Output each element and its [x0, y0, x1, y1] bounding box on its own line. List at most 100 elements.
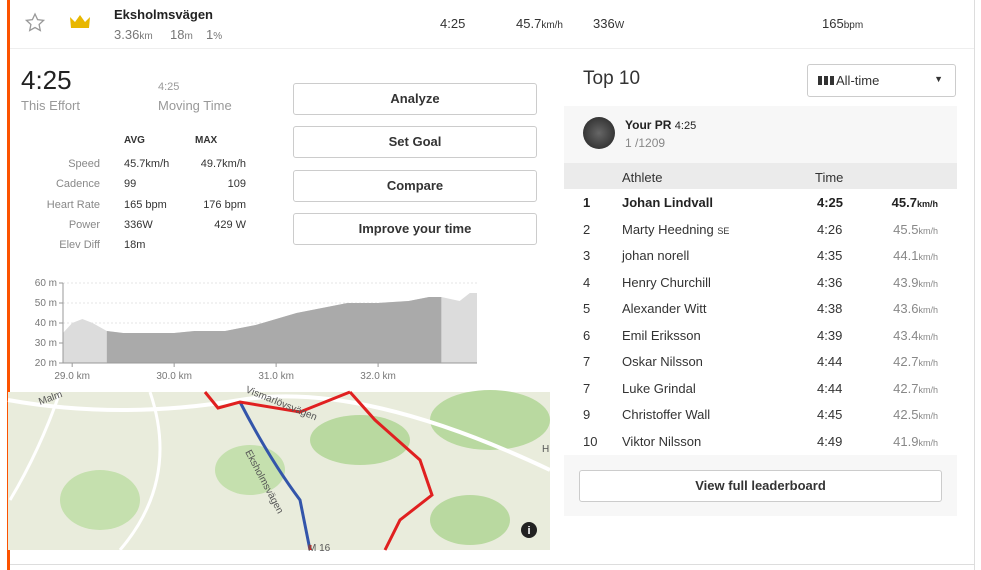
y-tick-label: 40 m: [35, 318, 57, 329]
segment-elevation-value: 18: [170, 27, 185, 42]
map-forest: [215, 445, 285, 495]
right-border: [974, 0, 975, 570]
stat-avg: 18m: [124, 239, 146, 252]
map-info-glyph: i: [527, 525, 530, 537]
stat-label: Cadence: [55, 178, 100, 191]
moving-time: 4:25: [158, 81, 180, 93]
segment-speed-value: 45.7: [516, 16, 542, 31]
rank: 6: [583, 327, 591, 343]
pr-label: Your PR: [625, 118, 672, 132]
bottom-border: [10, 564, 974, 565]
time: 4:45: [817, 407, 843, 422]
speed: 42.7km/h: [893, 381, 938, 396]
effort-time-label: This Effort: [21, 98, 81, 113]
speed: 42.7km/h: [893, 354, 938, 369]
segment-speed-unit: km/h: [541, 20, 563, 31]
segment-distance-unit: km: [139, 31, 153, 42]
stat-avg: 45.7km/h: [124, 158, 170, 170]
map: i: [7, 390, 551, 551]
segment-grade-unit: %: [213, 31, 223, 42]
athlete-name[interactable]: Christoffer Wall: [622, 407, 710, 422]
header-divider: [10, 48, 974, 49]
time: 4:26: [817, 221, 843, 237]
speed: 43.9km/h: [893, 275, 938, 290]
pr-rank-value: 1: [625, 136, 632, 150]
map-road: [7, 394, 551, 472]
speed-value: 42.7: [893, 354, 919, 369]
segment-elevation: 18m: [170, 27, 193, 42]
x-tick-label: 30.0 km: [156, 371, 192, 382]
filter-icon: [818, 76, 834, 85]
athlete-name-text: Henry Churchill: [622, 274, 711, 290]
athlete-name-text: Christoffer Wall: [622, 407, 711, 422]
y-tick-label: 50 m: [35, 298, 57, 309]
rank: 7: [583, 354, 591, 369]
athlete-name-text: Johan Lindvall: [622, 195, 714, 210]
action-button[interactable]: Analyze: [293, 83, 537, 115]
pr-avatar: [583, 117, 615, 149]
athlete-name[interactable]: johan norell: [622, 248, 689, 263]
segment-heart-rate-unit: bpm: [843, 20, 864, 31]
y-tick-label: 30 m: [35, 338, 57, 349]
pr-total: /1209: [635, 136, 666, 150]
athlete-name[interactable]: Luke Grindal: [622, 381, 696, 396]
athlete-tag: SE: [717, 225, 730, 236]
athlete-name-text: Viktor Nilsson: [622, 433, 702, 449]
map-forest: [310, 415, 410, 465]
segment-heart-rate: 165bpm: [822, 16, 863, 31]
stat-label: Heart Rate: [46, 198, 100, 211]
segment-grade: 1%: [206, 27, 222, 42]
map-forest: [430, 390, 550, 450]
rank: 7: [583, 380, 591, 396]
rank: 10: [583, 433, 598, 449]
athlete-name-text: Oskar Nilsson: [622, 354, 703, 369]
segment-area: [106, 297, 442, 363]
effort-time: 4:25: [21, 65, 72, 95]
time: 4:35: [817, 248, 843, 263]
time: 4:44: [817, 380, 843, 396]
athlete-name-text: Marty Heedning: [622, 221, 714, 237]
rank: 2: [583, 221, 591, 237]
segment-elevation-unit: m: [184, 31, 193, 42]
athlete-name[interactable]: Oskar Nilsson: [622, 354, 703, 369]
rank: 4: [583, 274, 591, 290]
action-button[interactable]: Set Goal: [293, 126, 537, 159]
map-road: [8, 391, 62, 501]
star-icon[interactable]: [24, 12, 46, 32]
map-info-icon[interactable]: [521, 522, 537, 538]
speed: 42.5km/h: [893, 407, 938, 422]
filter-label: All-time: [836, 73, 880, 88]
speed-unit: km/h: [918, 384, 938, 395]
filter-dropdown[interactable]: All-time ▼: [807, 64, 956, 97]
speed-value: 45.7: [891, 195, 917, 210]
speed-value: 44.1: [893, 248, 919, 263]
moving-time-label: Moving Time: [158, 98, 232, 113]
segment-distance: 3.36km: [114, 27, 153, 42]
athlete-name[interactable]: Alexander Witt: [622, 301, 707, 316]
athlete-name[interactable]: Emil Eriksson: [622, 328, 701, 343]
speed-unit: km/h: [918, 278, 938, 289]
athlete-name[interactable]: Viktor Nilsson: [622, 434, 701, 449]
col-athlete: Athlete: [622, 170, 663, 185]
accent-bar: [7, 0, 10, 570]
view-leaderboard-button[interactable]: View full leaderboard: [579, 470, 942, 502]
athlete-name[interactable]: Johan Lindvall: [622, 195, 713, 210]
map-route: [348, 391, 434, 551]
action-button[interactable]: Improve your time: [293, 212, 537, 245]
athlete-name[interactable]: Henry Churchill: [622, 275, 711, 290]
stat-label: Elev Diff: [59, 239, 100, 252]
athlete-name[interactable]: Marty Heedning SE: [622, 222, 729, 237]
segment-heart-rate-value: 165: [822, 16, 844, 31]
segment-power-unit: W: [614, 20, 625, 31]
segment-time: 4:25: [440, 16, 466, 31]
pr-time: 4:25: [674, 120, 697, 132]
map-road: [118, 391, 162, 551]
speed-unit: km/h: [918, 437, 938, 448]
pr-rank: 1 /1209: [625, 136, 665, 150]
action-button[interactable]: Compare: [293, 169, 537, 202]
stat-label: Speed: [68, 158, 100, 170]
segment-power-value: 336: [593, 16, 615, 31]
athlete-name-text: Luke Grindal: [622, 380, 696, 396]
